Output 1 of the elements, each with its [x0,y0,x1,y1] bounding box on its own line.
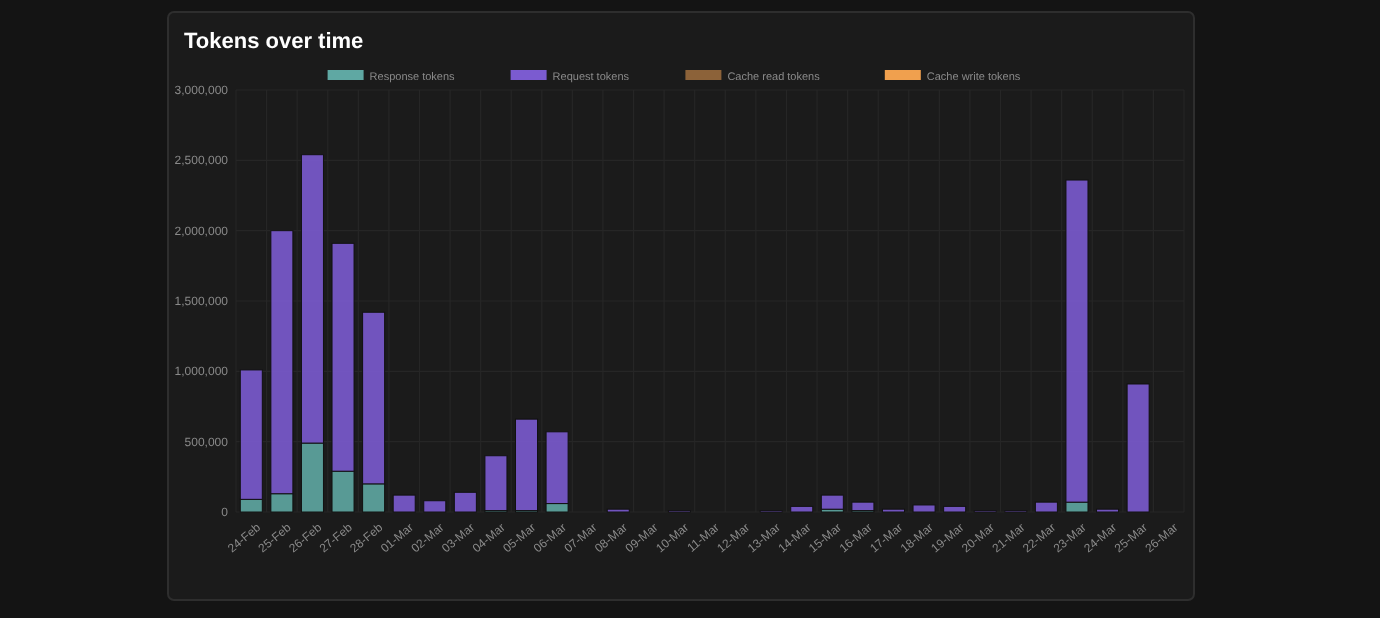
chart-title: Tokens over time [184,30,364,54]
